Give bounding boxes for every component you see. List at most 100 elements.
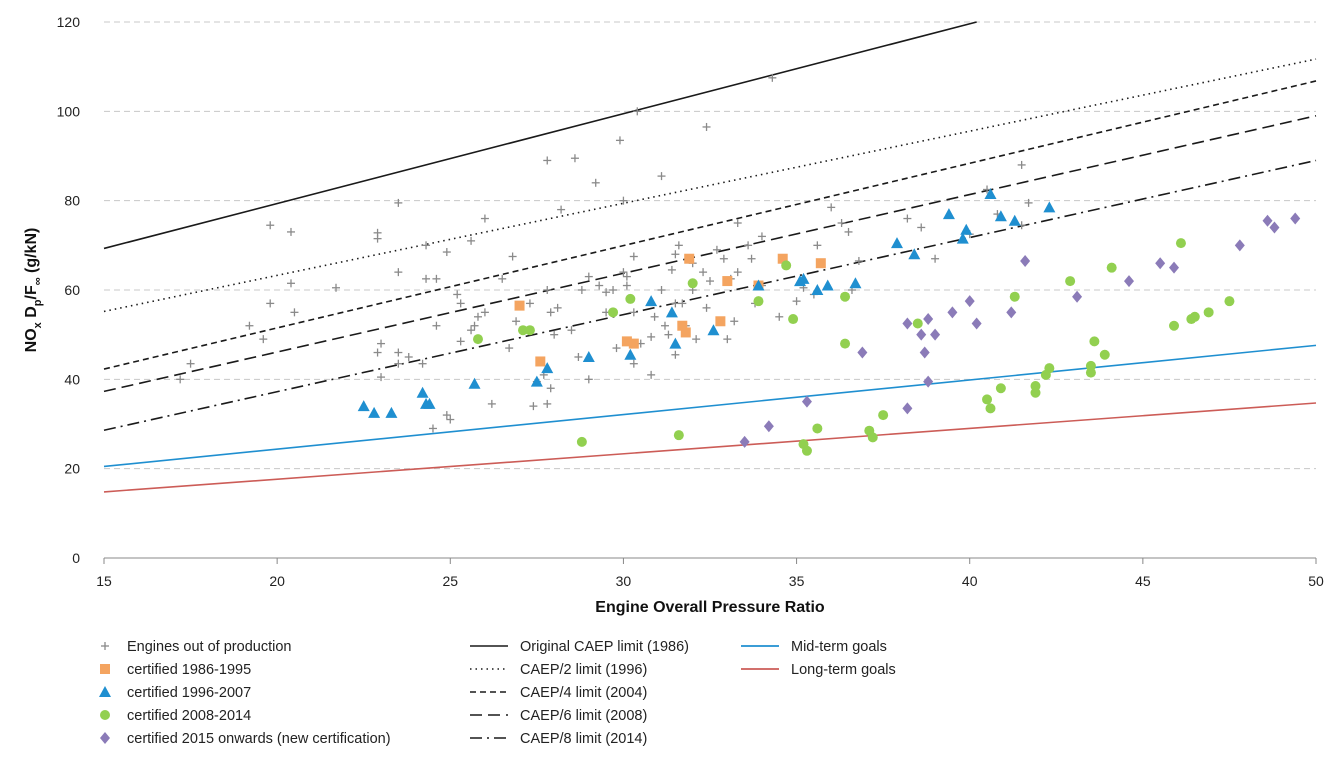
data-point (1155, 257, 1166, 270)
data-point (664, 330, 673, 339)
data-point (629, 252, 638, 261)
data-point (1106, 262, 1117, 273)
data-point (574, 353, 583, 361)
data-point (1085, 367, 1096, 378)
data-point (903, 214, 912, 223)
data-point (753, 296, 764, 307)
data-point (1175, 238, 1186, 249)
data-point (1009, 291, 1020, 302)
data-point (525, 299, 534, 308)
data-point (546, 308, 555, 317)
data-point (619, 268, 628, 277)
data-point (543, 286, 552, 294)
line-series (103, 80, 1317, 370)
data-point (394, 348, 403, 357)
legend-label: Original CAEP limit (1986) (520, 639, 689, 655)
data-point (985, 403, 996, 414)
data-point (792, 297, 801, 306)
data-point (1234, 239, 1245, 252)
data-point (377, 373, 386, 382)
data-point (1072, 290, 1083, 303)
data-point (680, 327, 691, 338)
data-point (840, 338, 851, 349)
line-series (103, 344, 1317, 468)
data-point (286, 279, 295, 288)
legend-marker (100, 732, 110, 744)
data-point (245, 321, 254, 330)
data-point (186, 359, 195, 368)
data-point (418, 359, 427, 368)
data-point (730, 317, 739, 326)
data-point (678, 299, 687, 308)
data-point (657, 286, 666, 294)
x-axis-title: Engine Overall Pressure Ratio (595, 599, 825, 616)
y-tick-label: 40 (64, 371, 80, 387)
data-point (266, 299, 275, 308)
data-point (480, 214, 489, 223)
data-point (553, 303, 562, 312)
data-point (608, 307, 619, 318)
data-point (781, 260, 792, 271)
data-point (660, 321, 669, 330)
data-point (752, 279, 765, 291)
data-point (357, 400, 370, 412)
data-point (535, 356, 546, 367)
data-point (368, 406, 381, 418)
data-point (584, 375, 593, 384)
data-point (1169, 320, 1180, 331)
data-point (1006, 306, 1017, 319)
data-point (591, 178, 600, 187)
data-point (332, 283, 341, 292)
data-point (671, 250, 680, 259)
data-point (456, 337, 465, 346)
data-point (757, 232, 766, 241)
data-point (416, 386, 429, 398)
data-point (744, 241, 753, 250)
data-point (557, 205, 566, 214)
data-point (715, 316, 726, 327)
data-point (373, 234, 382, 243)
data-point (472, 334, 483, 345)
legend-label: CAEP/2 limit (1996) (520, 662, 647, 678)
limit-lines (103, 21, 1317, 493)
data-point (1099, 349, 1110, 360)
x-tick-label: 20 (269, 573, 285, 589)
data-point (667, 265, 676, 274)
legend-marker (99, 686, 111, 697)
data-point (797, 272, 810, 284)
data-point (692, 335, 701, 344)
data-point (468, 377, 481, 389)
data-point (505, 344, 514, 353)
data-point (625, 293, 636, 304)
legend-label: Engines out of production (127, 639, 291, 655)
x-axis-ticks: 15 20 25 30 35 40 45 50 (96, 558, 1324, 589)
data-point (1203, 307, 1214, 318)
data-point (647, 332, 656, 341)
data-point (530, 375, 543, 387)
data-point (404, 353, 413, 361)
data-point (615, 136, 624, 145)
legend-label: certified 1996-2007 (127, 685, 251, 701)
data-point (546, 384, 555, 393)
data-point (984, 187, 997, 199)
data-point (1008, 214, 1021, 226)
data-point (1169, 261, 1180, 274)
x-tick-label: 15 (96, 573, 112, 589)
data-point (775, 312, 784, 321)
data-point (373, 348, 382, 357)
data-point (595, 281, 604, 290)
data-point (487, 399, 496, 408)
data-point (956, 232, 969, 244)
data-point (1224, 296, 1235, 307)
data-point (512, 317, 521, 326)
legend-label: Long-term goals (791, 662, 896, 678)
data-point (543, 156, 552, 165)
data-point (671, 299, 680, 308)
gridlines (104, 21, 1316, 470)
data-point (619, 196, 628, 205)
y-axis-ticks: 0 20 40 60 80 100 120 (57, 14, 81, 566)
legend-marker (101, 642, 109, 650)
data-point (470, 321, 479, 330)
data-point (857, 346, 868, 359)
data-point (902, 402, 913, 415)
